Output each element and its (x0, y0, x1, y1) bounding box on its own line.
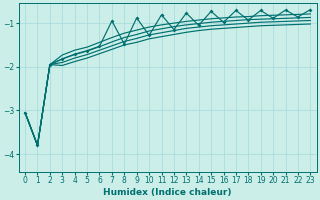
X-axis label: Humidex (Indice chaleur): Humidex (Indice chaleur) (103, 188, 232, 197)
